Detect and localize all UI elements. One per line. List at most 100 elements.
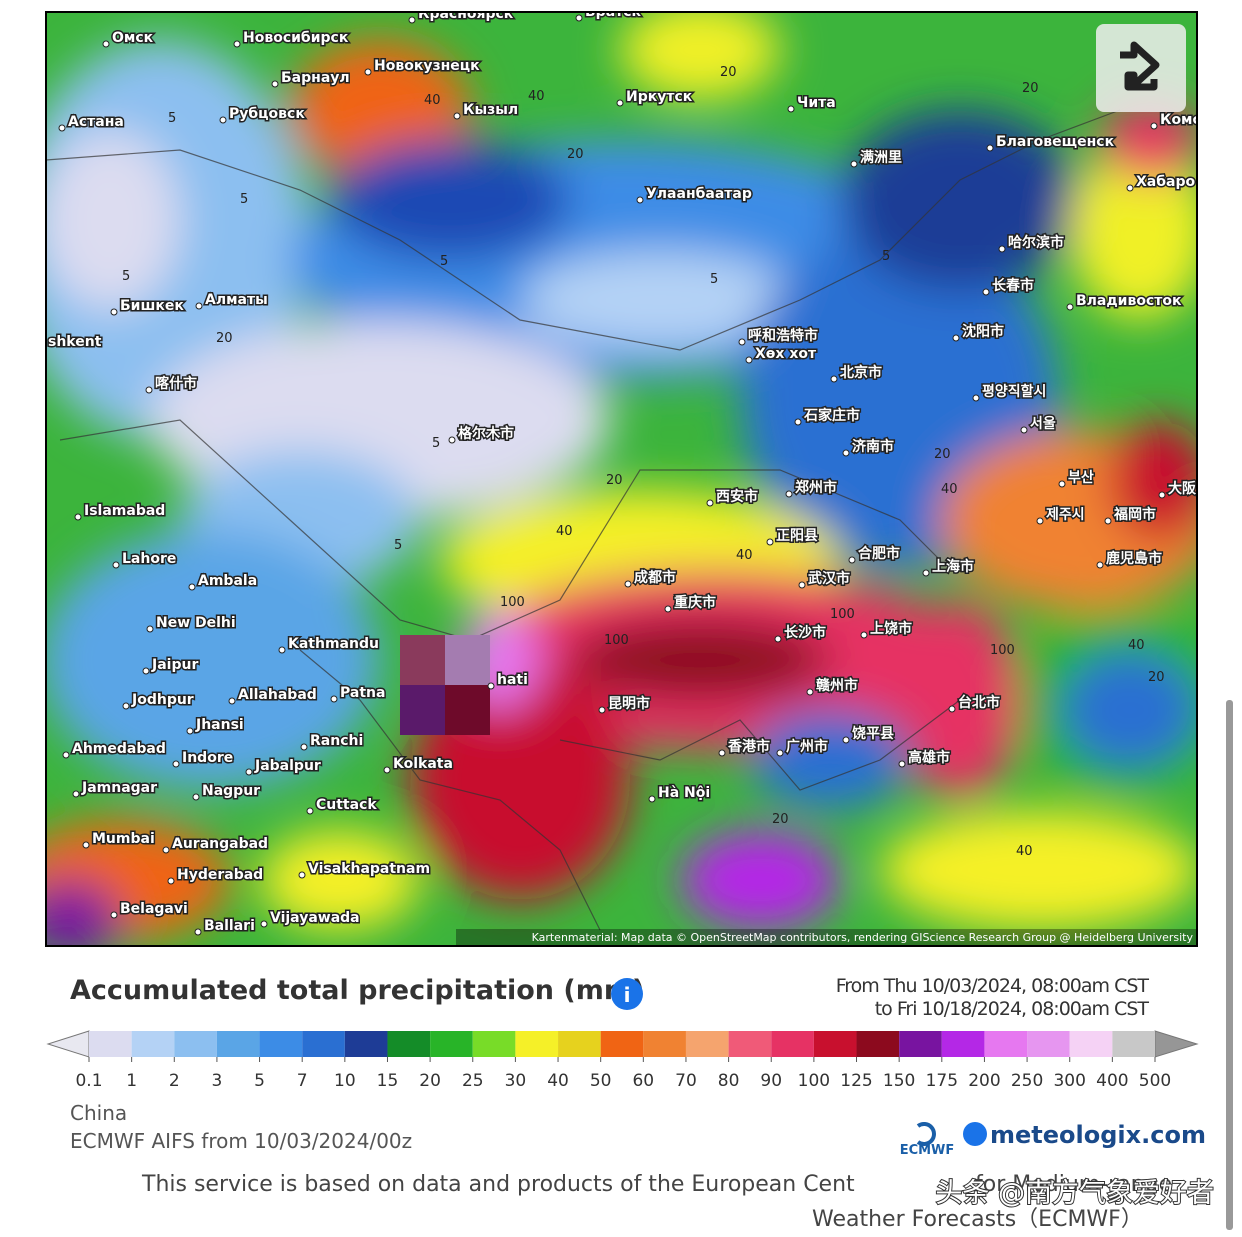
city-label: 北京市 xyxy=(840,364,882,381)
color-bin xyxy=(600,1031,644,1057)
city-dot xyxy=(706,499,714,507)
city-label: Новокузнецк xyxy=(374,58,480,74)
tick-label: 2 xyxy=(169,1071,180,1091)
city-dot xyxy=(146,625,154,633)
city-dot xyxy=(1020,426,1028,434)
city-label: Хөх хот xyxy=(755,346,817,362)
period-to: to Fri 10/18/2024, 08:00am CST xyxy=(875,998,1150,1020)
city-dot xyxy=(664,605,672,613)
tick-label: 60 xyxy=(632,1071,654,1091)
city-dot xyxy=(192,793,200,801)
city-label: Новосибирск xyxy=(243,30,349,46)
contour-label: 40 xyxy=(1016,844,1033,859)
contour-label: 100 xyxy=(990,643,1015,658)
city-dot xyxy=(245,768,253,776)
city-label: 上海市 xyxy=(932,558,974,575)
city-label: Алматы xyxy=(205,292,268,308)
color-bin xyxy=(856,1031,900,1057)
color-bin xyxy=(1027,1031,1070,1057)
city-dot xyxy=(948,705,956,713)
city-label: shkent xyxy=(48,334,102,350)
city-label: Islamabad xyxy=(84,503,165,519)
tick-label: 400 xyxy=(1096,1071,1128,1091)
city-dot xyxy=(260,920,268,928)
city-dot xyxy=(1036,517,1044,525)
city-label: Бишкек xyxy=(120,298,184,314)
contour-label: 20 xyxy=(1022,81,1039,96)
color-bin xyxy=(771,1031,814,1057)
color-bin xyxy=(984,1031,1028,1057)
city-label: Благовещенск xyxy=(996,134,1115,150)
contour-label: 5 xyxy=(710,272,718,287)
city-dot xyxy=(898,760,906,768)
city-label: Омск xyxy=(112,30,154,46)
tick-label: 175 xyxy=(926,1071,958,1091)
city-label: 赣州市 xyxy=(816,677,858,694)
share-button[interactable] xyxy=(1096,24,1186,112)
city-dot xyxy=(194,928,202,936)
color-bin xyxy=(472,1031,516,1057)
city-label: 重庆市 xyxy=(674,594,716,611)
city-dot xyxy=(986,144,994,152)
city-label: Kolkata xyxy=(393,756,453,772)
city-label: 沈阳市 xyxy=(962,323,1004,340)
city-label: Nagpur xyxy=(202,783,260,799)
city-dot xyxy=(848,556,856,564)
city-label: 广州市 xyxy=(786,738,828,755)
city-dot xyxy=(1126,184,1134,192)
tick-label: 250 xyxy=(1011,1071,1043,1091)
brand: meteologix.com xyxy=(990,1121,1206,1149)
contour-label: 5 xyxy=(240,192,248,207)
city-label: 长春市 xyxy=(992,277,1034,294)
city-label: Барнаул xyxy=(281,70,350,86)
city-dot xyxy=(1158,491,1166,499)
tick-label: 80 xyxy=(718,1071,740,1091)
city-label: 喀什市 xyxy=(155,375,197,392)
contour-label: 20 xyxy=(567,147,584,162)
watermark: 头条 @南方气象爱好者 xyxy=(935,1178,1214,1209)
city-label: 哈尔滨市 xyxy=(1008,234,1064,251)
color-bin xyxy=(89,1031,132,1057)
city-dot xyxy=(787,105,795,113)
city-dot xyxy=(952,334,960,342)
legend-title: Accumulated total precipitation (mm) xyxy=(70,975,644,1006)
city-labels: Омск Новосибирск Красноярск Братск Барнаул Но… xyxy=(47,12,1201,936)
city-label: Kathmandu xyxy=(288,636,379,652)
city-label: Астана xyxy=(68,114,124,130)
city-label: Комс xyxy=(1160,112,1201,128)
city-dot xyxy=(364,68,372,76)
city-label: Ambala xyxy=(198,573,257,589)
color-bin xyxy=(728,1031,772,1057)
color-bin xyxy=(344,1031,388,1057)
tick-label: 10 xyxy=(334,1071,356,1091)
info-icon[interactable] xyxy=(611,978,643,1010)
city-label: Patna xyxy=(340,685,385,701)
contour-label: 20 xyxy=(720,65,737,80)
color-bin xyxy=(643,1031,686,1057)
city-dot xyxy=(972,394,980,402)
contour-label: 40 xyxy=(424,93,441,108)
city-dot xyxy=(636,196,644,204)
color-bin xyxy=(259,1031,303,1057)
city-label: Ballari xyxy=(204,918,255,934)
city-dot xyxy=(830,375,838,383)
color-bin xyxy=(216,1031,260,1057)
city-dot xyxy=(228,697,236,705)
tick-label: 25 xyxy=(462,1071,484,1091)
city-dot xyxy=(798,581,806,589)
city-dot xyxy=(860,631,868,639)
contour-label: 5 xyxy=(882,249,890,264)
city-label: 合肥市 xyxy=(858,545,900,562)
info-icon-text[interactable]: i xyxy=(624,983,631,1007)
color-bar: 0.1 1 2 3 5 7 10 15 20 25 30 40 50 60 70 80 90 100 125 150 1… xyxy=(46,1030,1199,1091)
city-dot xyxy=(219,116,227,124)
contour-label: 40 xyxy=(528,89,545,104)
tick-label: 40 xyxy=(547,1071,569,1091)
city-label: 福岡市 xyxy=(1113,506,1156,523)
color-bar-under xyxy=(46,1030,90,1058)
city-label: Ranchi xyxy=(310,733,363,749)
city-label: Visakhapatnam xyxy=(308,861,430,877)
contour-label: 20 xyxy=(606,473,623,488)
scrollbar[interactable] xyxy=(1226,700,1233,1230)
